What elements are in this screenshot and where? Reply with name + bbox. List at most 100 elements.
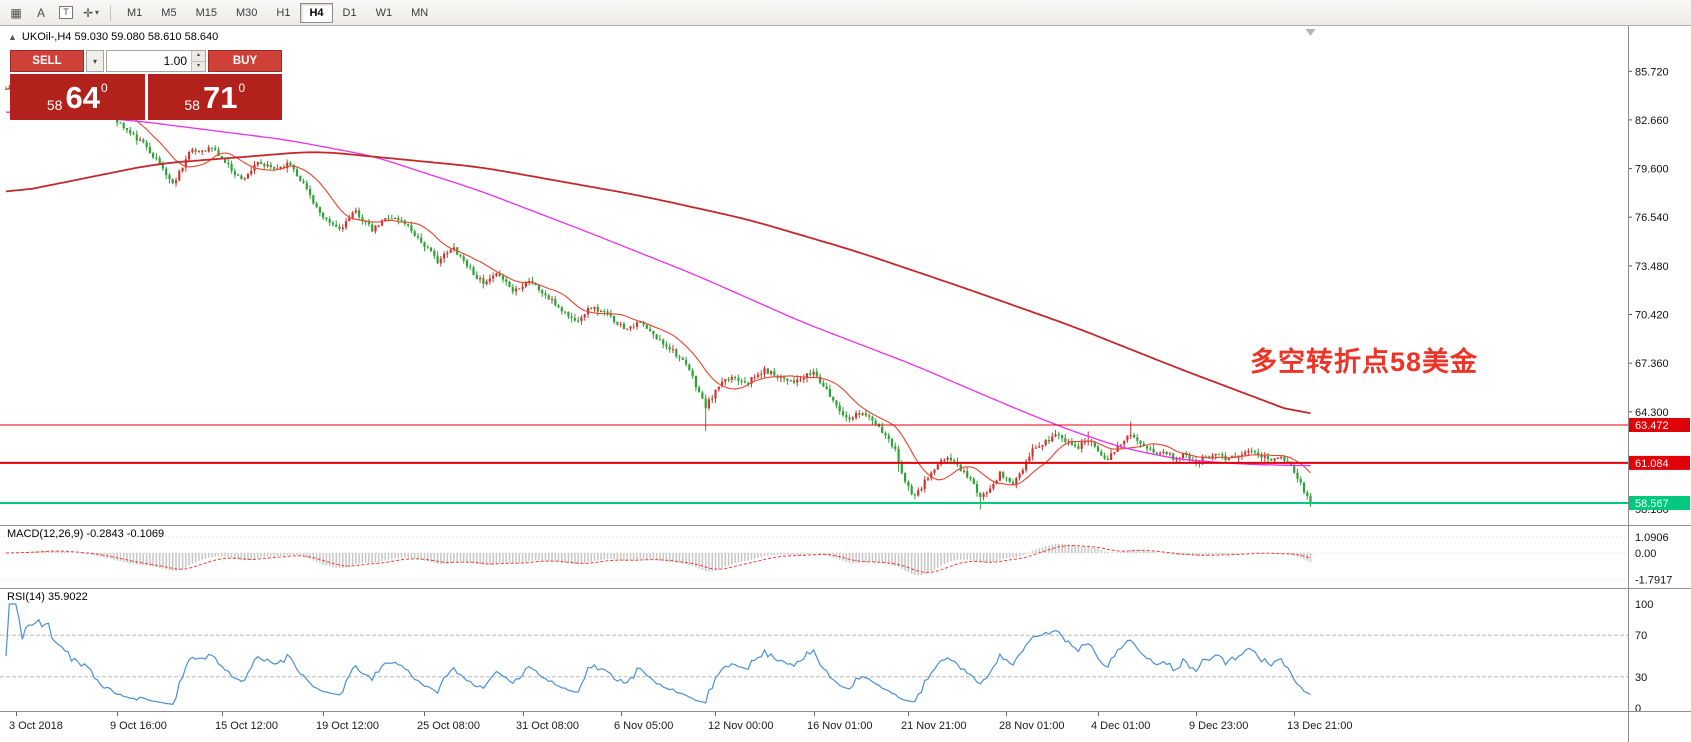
buy-price-int: 58: [184, 97, 200, 113]
time-tick: [715, 712, 716, 716]
time-tick: [424, 712, 425, 716]
chart-icon: ▲: [8, 32, 17, 42]
time-axis-label: 28 Nov 01:00: [999, 720, 1065, 732]
price-axis-label: 58.180: [1635, 504, 1669, 516]
draw-tools-icon: ✛: [82, 5, 94, 20]
macd-panel[interactable]: 1.0906 0.00 -1.7917: [0, 525, 1691, 588]
toolbar-separator: [110, 4, 111, 21]
time-tick: [117, 712, 118, 716]
price-axis-label: 76.540: [1635, 212, 1669, 224]
text-label-icon: A: [36, 5, 45, 20]
level-price-label-text: 63.472: [1635, 420, 1669, 432]
time-axis-label: 6 Nov 05:00: [614, 720, 674, 732]
time-tick: [1196, 712, 1197, 716]
timeframe-button-group: M1 M5 M15 M30 H1 H4 D1 W1 MN: [118, 2, 437, 23]
macd-label: MACD(12,26,9) -0.2843 -0.1069: [7, 528, 165, 540]
time-axis-label: 31 Oct 08:00: [516, 720, 579, 732]
sell-price-display[interactable]: 58 64 0: [10, 74, 145, 120]
chart-grid-icon: ▦: [10, 5, 22, 20]
timeframe-m5-button[interactable]: M5: [152, 3, 185, 23]
time-tick: [16, 712, 17, 716]
time-axis-label: 21 Nov 21:00: [901, 720, 967, 732]
one-click-trading-panel: SELL ▾ ▴ ▾ BUY 58 64 0 58: [10, 50, 282, 120]
time-axis-label: 4 Dec 01:00: [1091, 720, 1151, 732]
chart-shift-marker[interactable]: [1305, 29, 1316, 36]
time-tick: [621, 712, 622, 716]
main-price-chart[interactable]: 85.720 82.660 79.600 76.540 73.480 70.420 67.3…: [0, 26, 1691, 525]
macd-axis-label: 0.00: [1635, 548, 1656, 560]
draw-tools-button[interactable]: ✛ ▾: [79, 3, 103, 23]
time-axis[interactable]: 3 Oct 2018 9 Oct 16:00 15 Oct 12:00 19 Oct …: [0, 711, 1691, 742]
chevron-down-icon: ▾: [95, 8, 100, 17]
volume-increase-button[interactable]: ▴: [192, 51, 205, 62]
volume-decrease-button[interactable]: ▾: [192, 61, 205, 71]
time-axis-label: 9 Oct 16:00: [110, 720, 167, 732]
level-price-label-text: 58.567: [1635, 498, 1669, 510]
rsi-axis-label: 70: [1635, 630, 1647, 642]
volume-spinner: ▴ ▾: [191, 51, 205, 71]
timeframe-w1-button[interactable]: W1: [367, 3, 402, 23]
time-axis-label: 3 Oct 2018: [9, 720, 63, 732]
time-tick: [1098, 712, 1099, 716]
chart-title: UKOil-,H4 59.030 59.080 58.610 58.640: [21, 31, 219, 43]
price-axis-label: 73.480: [1635, 261, 1669, 273]
rsi-axis-label: 0: [1635, 703, 1641, 711]
timeframe-h4-button[interactable]: H4: [300, 2, 333, 23]
time-axis-label: 9 Dec 23:00: [1189, 720, 1249, 732]
time-tick: [814, 712, 815, 716]
timeframe-m1-button[interactable]: M1: [118, 3, 151, 23]
price-axis-label: 64.300: [1635, 407, 1669, 419]
price-axis-label: 82.660: [1635, 115, 1669, 127]
sell-button[interactable]: SELL: [10, 50, 84, 72]
chart-grid-button[interactable]: ▦: [4, 3, 28, 23]
timeframe-d1-button[interactable]: D1: [334, 3, 366, 23]
volume-dropdown-button[interactable]: ▾: [86, 50, 104, 72]
text-label-button[interactable]: A: [29, 3, 53, 23]
time-axis-label: 12 Nov 00:00: [708, 720, 774, 732]
buy-price-point: 0: [238, 81, 246, 95]
time-tick: [1006, 712, 1007, 716]
time-tick: [1294, 712, 1295, 716]
candlesticks: [4, 74, 1312, 510]
buy-price-pips: 71: [202, 79, 238, 115]
macd-axis-label: 1.0906: [1635, 532, 1669, 544]
time-axis-label: 15 Oct 12:00: [215, 720, 278, 732]
price-axis-label: 70.420: [1635, 310, 1669, 322]
volume-field: ▴ ▾: [106, 50, 206, 72]
chart-header: ▲ UKOil-,H4 59.030 59.080 58.610 58.640: [8, 31, 218, 43]
chart-area[interactable]: 85.720 82.660 79.600 76.540 73.480 70.420 67.3…: [0, 26, 1691, 742]
rsi-panel[interactable]: 100 70 30 0: [0, 588, 1691, 711]
level-price-label: [1629, 496, 1690, 510]
price-axis[interactable]: 85.720 82.660 79.600 76.540 73.480 70.420 67.3…: [1628, 66, 1690, 516]
timeframe-h1-button[interactable]: H1: [267, 3, 299, 23]
toolbar-icon-group: ▦ A T ✛ ▾: [4, 3, 103, 23]
rsi-label: RSI(14) 35.9022: [7, 591, 88, 603]
volume-input[interactable]: [107, 51, 205, 71]
text-frame-button[interactable]: T: [54, 3, 78, 23]
price-axis-border: [1628, 26, 1629, 742]
timeframe-m15-button[interactable]: M15: [187, 3, 226, 23]
price-axis-label: 79.600: [1635, 164, 1669, 176]
level-price-label: [1629, 418, 1690, 432]
time-tick: [523, 712, 524, 716]
buy-button[interactable]: BUY: [208, 50, 282, 72]
time-axis-label: 19 Oct 12:00: [316, 720, 379, 732]
sell-price-int: 58: [46, 97, 63, 113]
level-price-label-text: 61.084: [1635, 458, 1669, 470]
time-tick: [908, 712, 909, 716]
time-tick: [323, 712, 324, 716]
time-axis-label: 16 Nov 01:00: [807, 720, 873, 732]
price-axis-label: 85.720: [1635, 66, 1669, 78]
chevron-down-icon: ▾: [92, 56, 97, 66]
macd-histogram: [8, 543, 1312, 576]
rsi-axis-label: 30: [1635, 672, 1647, 684]
toolbar: ▦ A T ✛ ▾ M1 M5 M15 M30 H1 H4 D1 W1 MN: [0, 0, 1691, 26]
time-axis-label: 25 Oct 08:00: [417, 720, 480, 732]
price-axis-label: 67.360: [1635, 358, 1669, 370]
chart-annotation-text: 多空转折点58美金: [1250, 347, 1479, 377]
timeframe-mn-button[interactable]: MN: [402, 3, 437, 23]
sell-price-pips: 64: [65, 79, 100, 115]
timeframe-m30-button[interactable]: M30: [227, 3, 266, 23]
buy-price-display[interactable]: 58 71 0: [147, 74, 282, 120]
